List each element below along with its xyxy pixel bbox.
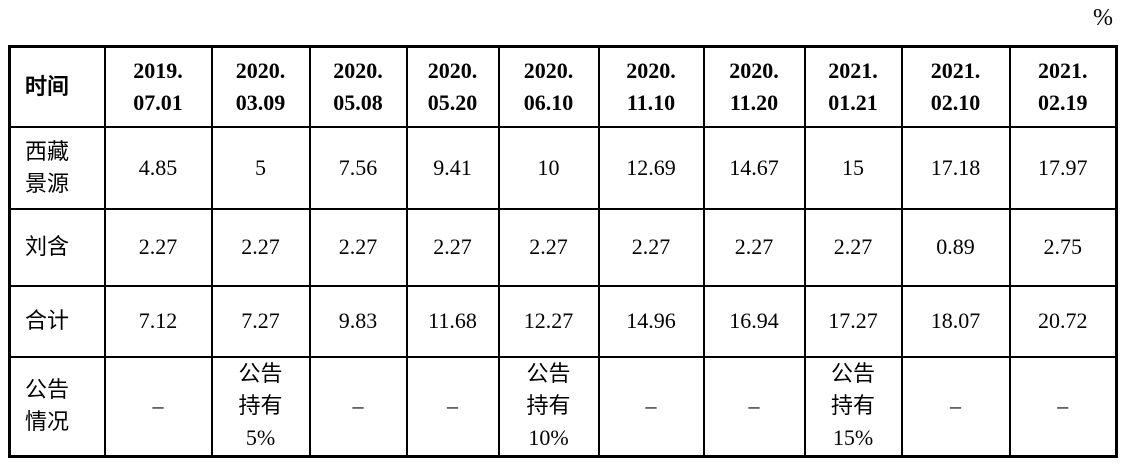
table-cell: 14.96 (597, 284, 705, 358)
row-label: 合计 (8, 284, 106, 358)
table-cell: 9.41 (405, 125, 500, 210)
table-cell: 0.89 (900, 207, 1011, 287)
table-cell: – (900, 355, 1011, 458)
table-cell: 公告 持有 15% (803, 355, 903, 458)
column-header-date: 2021. 02.19 (1008, 45, 1118, 128)
table-cell: 12.27 (497, 284, 600, 358)
table-cell: 2.27 (405, 207, 500, 287)
row-label: 西藏 景源 (8, 125, 106, 210)
row-label: 刘含 (8, 207, 106, 287)
header-row: 时间 2019. 07.01 2020. 03.09 2020. 05.08 2… (8, 45, 1118, 128)
column-header-date: 2021. 01.21 (803, 45, 903, 128)
table-cell: 7.12 (103, 284, 213, 358)
table-cell: 2.27 (702, 207, 806, 287)
table-cell: 14.67 (702, 125, 806, 210)
table-row-total: 合计 7.12 7.27 9.83 11.68 12.27 14.96 16.9… (8, 284, 1118, 358)
table-cell: 15 (803, 125, 903, 210)
table-cell: 12.69 (597, 125, 705, 210)
table-cell: 2.75 (1008, 207, 1118, 287)
table-cell: – (1008, 355, 1118, 458)
table-cell: 公告 持有 5% (210, 355, 311, 458)
table-cell: 2.27 (308, 207, 408, 287)
column-header-date: 2020. 05.08 (308, 45, 408, 128)
table-cell: 2.27 (803, 207, 903, 287)
table-cell: – (702, 355, 806, 458)
table-cell: 10 (497, 125, 600, 210)
table-cell: 2.27 (103, 207, 213, 287)
table-cell: 公告 持有 10% (497, 355, 600, 458)
column-header-date: 2020. 11.10 (597, 45, 705, 128)
table-cell: 11.68 (405, 284, 500, 358)
table-cell: 17.27 (803, 284, 903, 358)
time-corner-header: 时间 (8, 45, 106, 128)
table-cell: 7.56 (308, 125, 408, 210)
table-cell: 18.07 (900, 284, 1011, 358)
shareholding-change-table: 时间 2019. 07.01 2020. 03.09 2020. 05.08 2… (8, 45, 1118, 458)
table-cell: – (597, 355, 705, 458)
table-cell: 4.85 (103, 125, 213, 210)
table-cell: 16.94 (702, 284, 806, 358)
table-cell: – (405, 355, 500, 458)
table-cell: 20.72 (1008, 284, 1118, 358)
table-cell: – (308, 355, 408, 458)
column-header-date: 2020. 06.10 (497, 45, 600, 128)
table-cell: 5 (210, 125, 311, 210)
column-header-date: 2019. 07.01 (103, 45, 213, 128)
table-cell: 17.97 (1008, 125, 1118, 210)
column-header-date: 2021. 02.10 (900, 45, 1011, 128)
column-header-date: 2020. 05.20 (405, 45, 500, 128)
table-cell: 7.27 (210, 284, 311, 358)
table-row-announcement: 公告 情况 – 公告 持有 5% – – 公告 持有 10% – – 公告 持有… (8, 355, 1118, 458)
unit-label: % (1093, 5, 1113, 31)
column-header-date: 2020. 03.09 (210, 45, 311, 128)
table-row-liuhan: 刘含 2.27 2.27 2.27 2.27 2.27 2.27 2.27 2.… (8, 207, 1118, 287)
row-label: 公告 情况 (8, 355, 106, 458)
table-cell: – (103, 355, 213, 458)
table-cell: 17.18 (900, 125, 1011, 210)
column-header-date: 2020. 11.20 (702, 45, 806, 128)
table-cell: 2.27 (497, 207, 600, 287)
table-cell: 2.27 (597, 207, 705, 287)
table-cell: 2.27 (210, 207, 311, 287)
table-row-xizangjingyuan: 西藏 景源 4.85 5 7.56 9.41 10 12.69 14.67 15… (8, 125, 1118, 210)
table-cell: 9.83 (308, 284, 408, 358)
